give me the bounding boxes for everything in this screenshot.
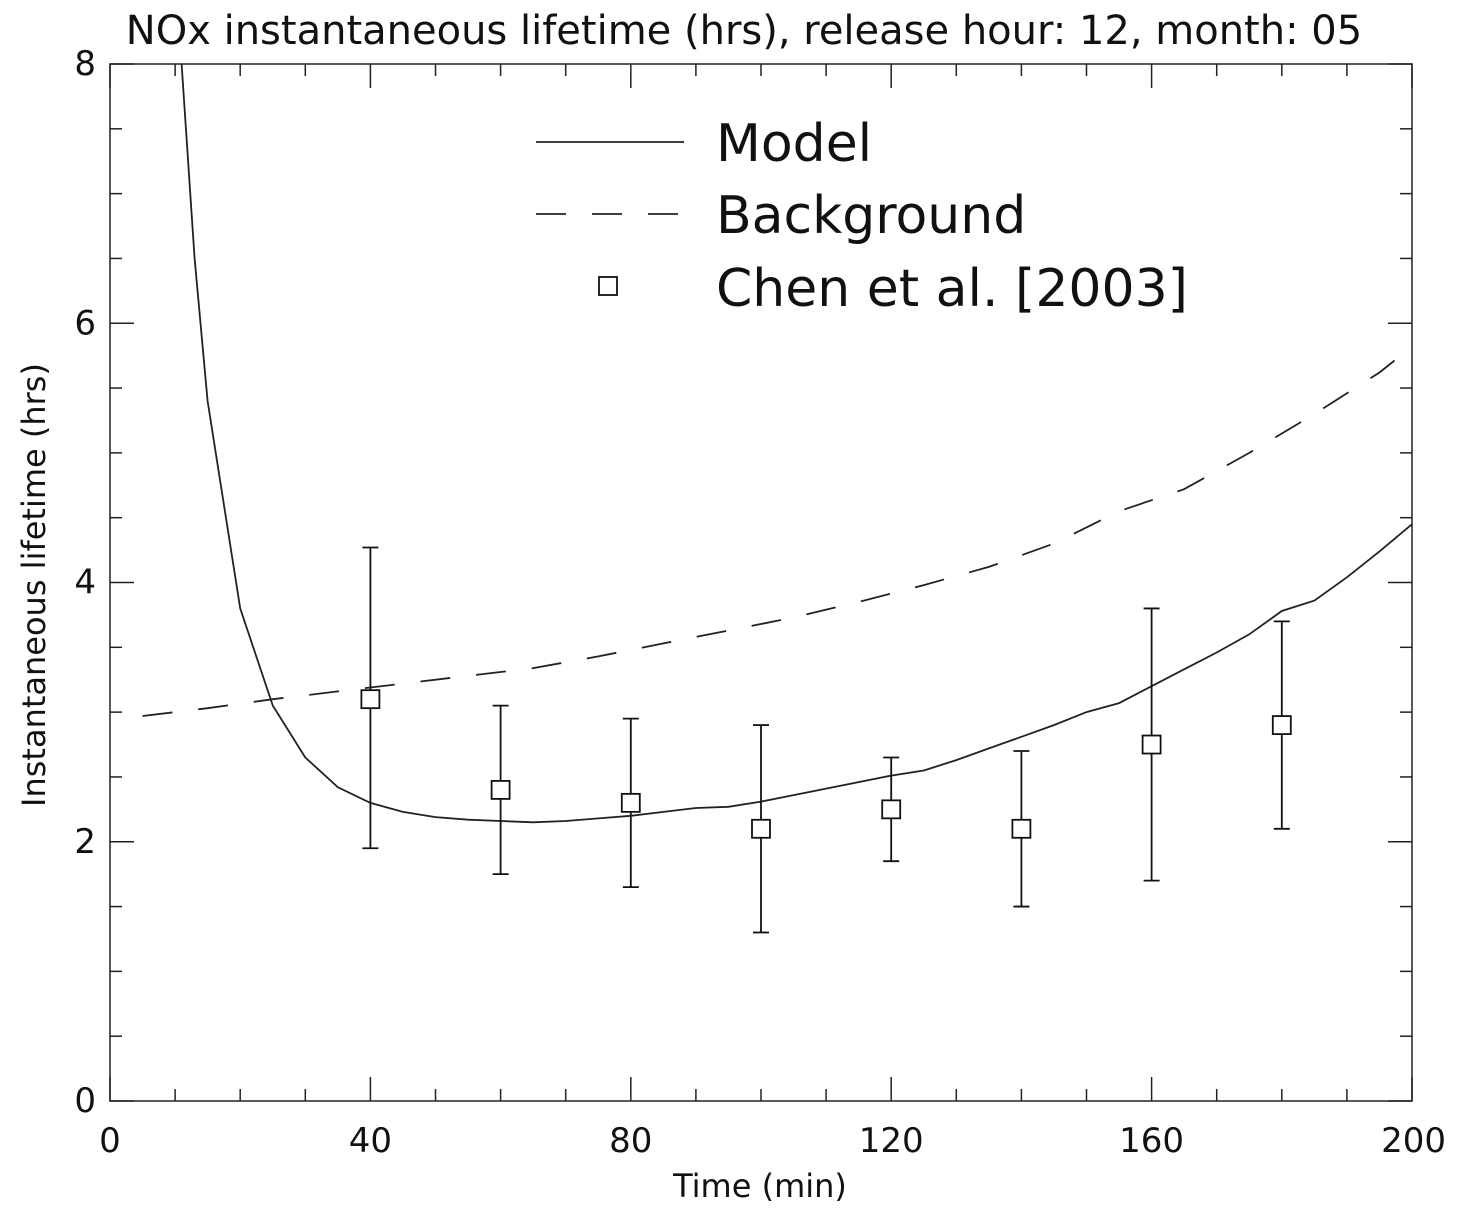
x-tick-label: 160	[1119, 1121, 1184, 1161]
data-marker	[490, 780, 511, 800]
data-point	[881, 756, 902, 863]
data-point	[1011, 750, 1032, 908]
legend-chen-label: Chen et al. [2003]	[716, 259, 1188, 319]
data-marker	[1141, 734, 1162, 755]
y-tick-label: 8	[74, 44, 96, 84]
y-tick-label: 2	[74, 822, 96, 862]
legend: Model Background Chen et al. [2003]	[536, 114, 1188, 319]
data-marker	[620, 792, 641, 813]
data-marker	[881, 799, 902, 820]
x-tick-label: 0	[99, 1121, 121, 1161]
y-tick-label: 6	[74, 303, 96, 343]
data-point	[751, 724, 771, 934]
y-tick-label: 4	[74, 563, 96, 603]
data-marker	[751, 818, 771, 839]
data-point	[1141, 607, 1162, 882]
series-line-1	[142, 345, 1412, 717]
x-tick-label: 40	[349, 1121, 392, 1161]
data-point	[1271, 620, 1292, 830]
data-point	[490, 704, 511, 876]
series-line-0	[180, 64, 1412, 824]
y-tick-label: 0	[74, 1081, 96, 1121]
x-tick-label: 120	[859, 1121, 924, 1161]
data-marker	[360, 689, 381, 710]
data-marker	[1271, 715, 1292, 735]
legend-chen-marker	[598, 276, 618, 296]
x-tick-label: 80	[609, 1121, 652, 1161]
legend-background-label: Background	[716, 186, 1026, 246]
chart-title: NOx instantaneous lifetime (hrs), releas…	[126, 8, 1362, 54]
series-layer	[142, 64, 1412, 934]
legend-model-label: Model	[716, 114, 872, 174]
x-tick-label: 200	[1381, 1121, 1446, 1161]
data-point	[620, 717, 641, 889]
x-axis-label: Time (min)	[672, 1167, 847, 1205]
y-axis-label: Instantaneous lifetime (hrs)	[15, 363, 53, 807]
ticks-layer: 0 40 80 120 160 200 0 2 4 6 8	[74, 44, 1446, 1161]
data-marker	[1011, 818, 1032, 839]
data-point	[360, 546, 381, 850]
